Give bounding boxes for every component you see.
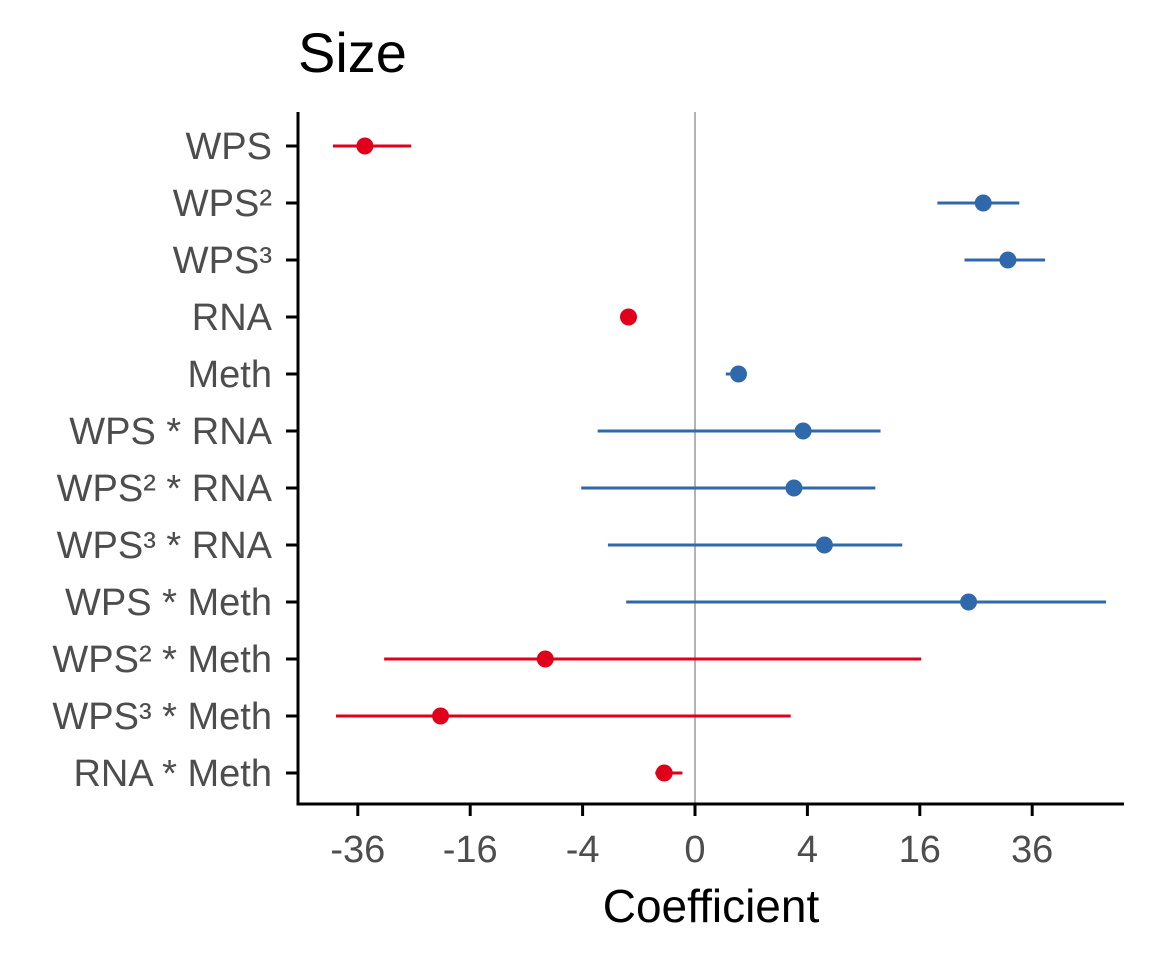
data-point bbox=[620, 308, 638, 326]
y-tick-label: WPS² * RNA bbox=[57, 468, 273, 510]
y-tick-label: WPS³ bbox=[173, 240, 272, 282]
chart-title: Size bbox=[298, 21, 407, 84]
x-tick-label: 16 bbox=[899, 829, 941, 871]
axes-layer: WPS WPS² WPS³ RNA Meth WPS * RNA WPS² * RNA WPS… bbox=[52, 112, 1124, 871]
y-tick-label: WPS bbox=[185, 126, 272, 168]
data-point bbox=[974, 194, 992, 212]
y-tick-label: RNA * Meth bbox=[73, 753, 272, 795]
data-point bbox=[536, 650, 554, 668]
data-point bbox=[730, 365, 748, 383]
x-tick-label: -4 bbox=[566, 829, 600, 871]
x-tick-label: -16 bbox=[443, 829, 498, 871]
data-point bbox=[655, 764, 673, 782]
x-tick-label: 4 bbox=[797, 829, 818, 871]
y-tick-label: WPS³ * Meth bbox=[52, 696, 272, 738]
x-tick-label: -36 bbox=[330, 829, 385, 871]
data-point bbox=[794, 422, 812, 440]
data-point bbox=[785, 479, 803, 497]
data-point bbox=[356, 137, 374, 155]
series-layer bbox=[332, 137, 1107, 782]
y-tick-label: Meth bbox=[188, 354, 272, 396]
data-point bbox=[432, 707, 450, 725]
y-tick-label: WPS * RNA bbox=[69, 411, 272, 453]
x-tick-label: 0 bbox=[684, 829, 705, 871]
y-tick-label: RNA bbox=[192, 297, 273, 339]
x-axis-label: Coefficient bbox=[603, 880, 820, 932]
data-point bbox=[960, 593, 978, 611]
y-tick-label: WPS * Meth bbox=[65, 582, 272, 624]
data-point bbox=[815, 536, 833, 554]
y-tick-label: WPS² * Meth bbox=[52, 639, 272, 681]
x-tick-label: 36 bbox=[1011, 829, 1053, 871]
y-tick-label: WPS³ * RNA bbox=[57, 525, 273, 567]
y-tick-label: WPS² bbox=[173, 183, 272, 225]
data-point bbox=[999, 251, 1017, 269]
